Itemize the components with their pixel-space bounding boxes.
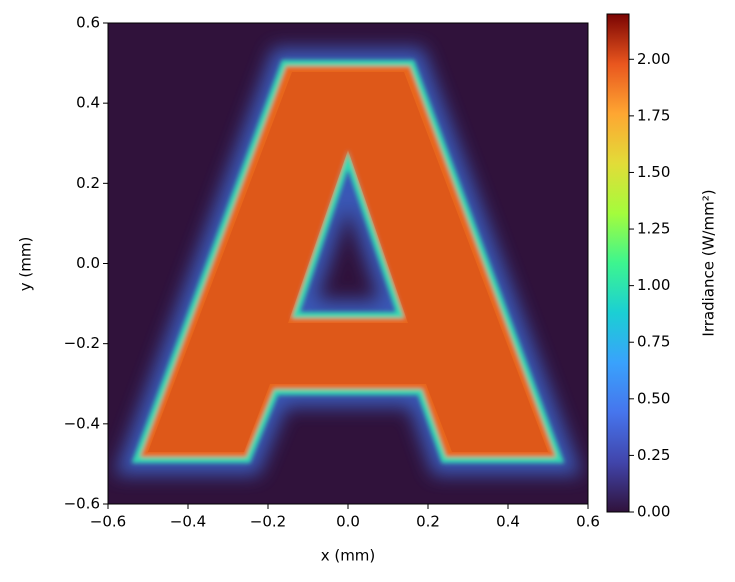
y-tick-label: 0.2 [76,174,100,192]
y-axis-label: y (mm) [17,237,35,292]
y-tick-label: 0.0 [76,254,100,272]
y-tick-label: −0.4 [64,414,100,432]
x-tick-label: −0.4 [170,513,206,531]
colorbar-tick-label: 0.75 [637,333,670,351]
heatmap [108,23,588,504]
colorbar-tick-label: 1.75 [637,106,670,124]
colorbar-tick-label: 1.50 [637,163,670,181]
y-tick-label: −0.6 [64,495,100,513]
colorbar-tick-label: 0.50 [637,389,670,407]
colorbar-tick-label: 1.25 [637,220,670,238]
colorbar-tick-label: 0.00 [637,503,670,521]
x-tick-label: 0.2 [416,513,440,531]
x-tick-label: 0.6 [576,513,600,531]
x-tick-label: 0.4 [496,513,520,531]
y-tick-label: −0.2 [64,334,100,352]
x-tick-label: −0.2 [250,513,286,531]
y-tick-label: 0.4 [76,94,100,112]
y-tick-label: 0.6 [76,14,100,32]
colorbar-tick-label: 2.00 [637,50,670,68]
colorbar-tick-label: 1.00 [637,276,670,294]
x-tick-label: −0.6 [90,513,126,531]
x-tick-label: 0.0 [336,513,360,531]
colorbar-label: Irradiance (W/mm²) [700,189,718,336]
colorbar-tick-label: 0.25 [637,446,670,464]
x-axis-label: x (mm) [321,547,376,565]
